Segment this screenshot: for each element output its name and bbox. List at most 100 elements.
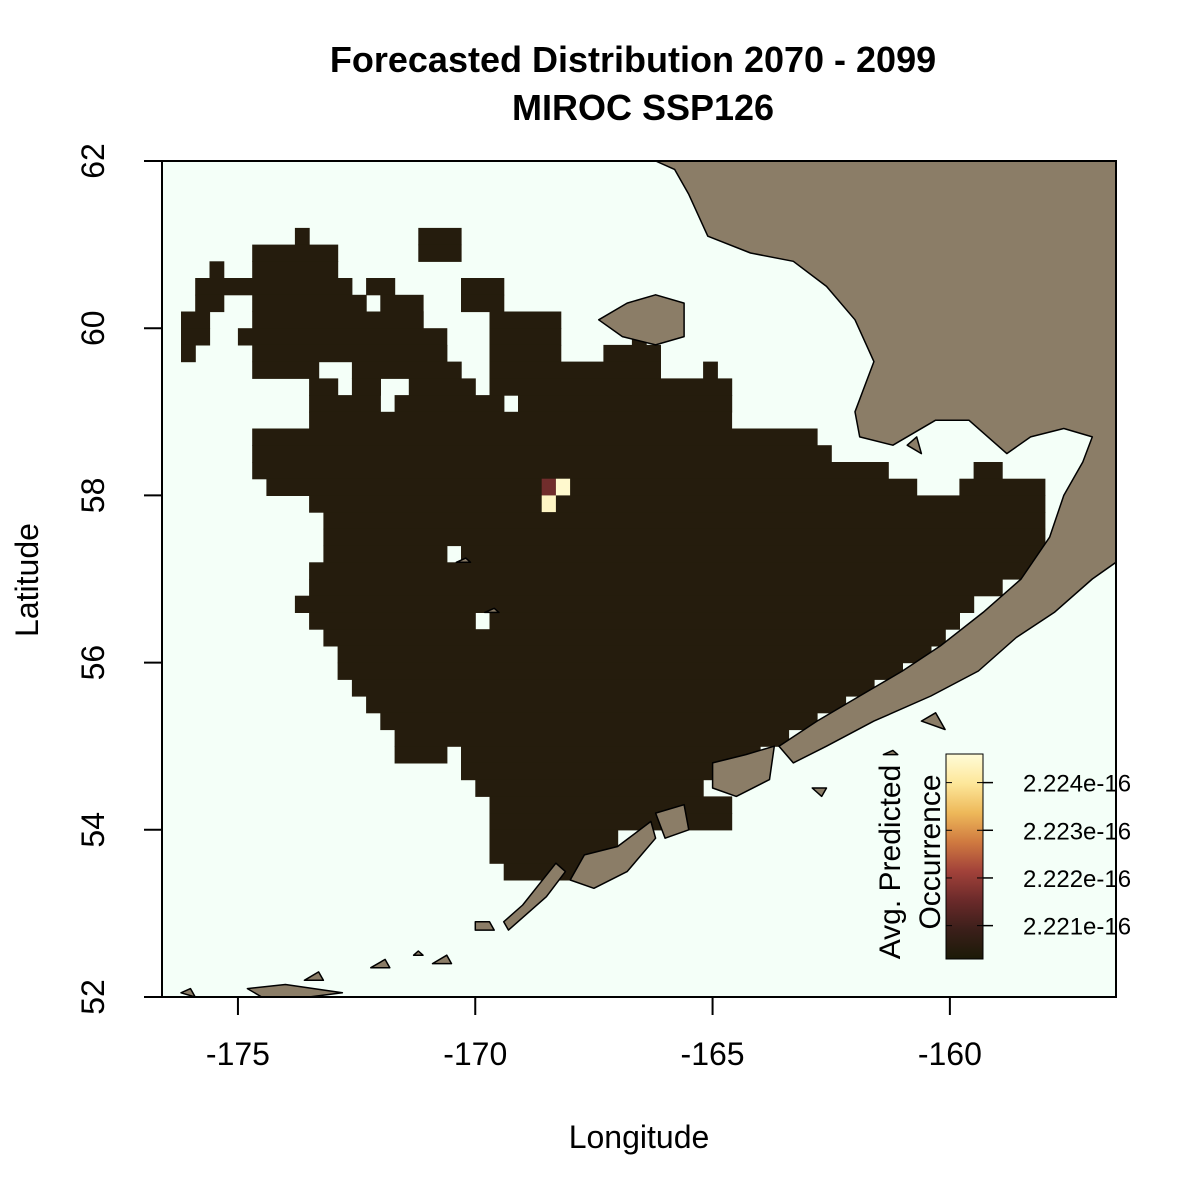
grid-cell-span	[181, 328, 211, 346]
grid-cell-span	[252, 344, 448, 363]
grid-cell-span	[418, 244, 462, 262]
grid-cell-span	[195, 278, 353, 296]
grid-cell-span	[489, 344, 562, 363]
semidi-islands	[882, 749, 899, 756]
x-axis: -175 -170 -165 -160	[206, 996, 982, 1072]
grid-cell-span	[408, 378, 476, 396]
grid-cell-span	[237, 328, 448, 346]
legend-color-bar	[945, 753, 984, 960]
grid-cell-span	[309, 495, 1046, 513]
islands-of-four-mountains	[474, 921, 495, 931]
y-axis: 52 54 56 58 60 62	[75, 143, 163, 1015]
land-layer	[180, 161, 1116, 997]
grid-cell-span	[461, 762, 733, 781]
y-tick-label: 58	[75, 478, 111, 514]
plot-area	[161, 160, 1117, 998]
grid-cell-span	[323, 629, 946, 647]
grid-cell-span	[252, 311, 424, 329]
grid-cell-span	[489, 311, 562, 329]
grid-cell-span	[475, 779, 704, 797]
grid-cell-span	[703, 361, 718, 379]
grid-cell-span	[380, 294, 424, 313]
grid-cell-span	[309, 562, 1032, 580]
grid-cell-span	[394, 395, 505, 413]
grid-cell-span	[489, 813, 733, 831]
x-tick-label: -175	[206, 1036, 270, 1072]
grid-cell-span	[294, 595, 975, 613]
grid-cell-span	[181, 344, 196, 363]
legend: 2.224e-16 2.223e-16 2.222e-16 2.221e-16 Avg…	[874, 753, 1131, 960]
unalaska-island	[569, 820, 657, 890]
grid-cell-span	[351, 361, 462, 379]
grid-cell-span	[337, 645, 932, 664]
pribilof-st-paul	[455, 557, 472, 564]
legend-tick-label: 2.223e-16	[1023, 818, 1131, 845]
hagemeister-island	[906, 436, 923, 455]
grid-cell-span	[323, 545, 448, 563]
grid-cell-span	[418, 227, 462, 246]
chart-title-line2: MIROC SSP126	[512, 87, 774, 128]
grid-cell-span	[252, 445, 832, 463]
grid-cell-span	[252, 261, 339, 279]
y-axis-label: Latitude	[9, 523, 45, 637]
grid-cell-span	[489, 612, 960, 630]
unimak-island	[711, 745, 776, 798]
grid-cell-span	[266, 478, 918, 496]
grid-cell-span	[489, 829, 619, 848]
grid-cell-span	[195, 294, 225, 313]
amukta-island	[412, 950, 424, 956]
grid-cell-span	[309, 579, 1003, 597]
grid-cell-span	[518, 395, 733, 413]
grid-cell-span	[309, 411, 733, 430]
grid-cell-anomaly	[541, 478, 556, 496]
legend-tick-label: 2.224e-16	[1023, 771, 1131, 798]
chart-title-line1: Forecasted Distribution 2070 - 2099	[330, 39, 936, 80]
shumagin-islands	[920, 712, 946, 731]
grid-cell-span	[351, 378, 381, 396]
pribilof-st-george	[483, 607, 500, 614]
legend-tick-label: 2.222e-16	[1023, 866, 1131, 893]
grid-cell-span	[461, 294, 505, 313]
grid-cell-span	[461, 746, 761, 764]
grid-cell-span	[337, 662, 904, 680]
atka-island	[246, 983, 344, 997]
grid-cell-span	[294, 227, 310, 246]
grid-cell-span	[252, 294, 367, 313]
x-axis-label: Longitude	[569, 1119, 710, 1155]
y-tick-label: 56	[75, 645, 111, 681]
y-tick-label: 60	[75, 310, 111, 346]
grid-cell-span	[309, 395, 381, 413]
grid-cell-span	[366, 696, 847, 714]
legend-title-line2: Occurrence	[914, 774, 947, 929]
grid-cell-span	[959, 478, 1046, 496]
grid-cell-span	[309, 612, 476, 630]
amlia-island	[303, 971, 325, 982]
y-tick-label: 54	[75, 812, 111, 848]
grid-cell-span	[209, 261, 225, 279]
grid-cell-span	[252, 244, 339, 262]
grid-cell-span	[603, 344, 661, 363]
grid-cell-anomaly	[541, 495, 556, 513]
grid-cell-span	[181, 311, 211, 329]
yunaska-island	[370, 958, 391, 969]
occurrence-grid	[181, 227, 1046, 881]
grid-cell-span	[489, 796, 733, 814]
grid-cell-span	[489, 378, 733, 396]
grid-cell-span	[380, 712, 818, 731]
umnak-island	[502, 862, 567, 931]
sanak-islands	[811, 787, 828, 798]
x-tick-label: -160	[918, 1036, 982, 1072]
legend-tick-label: 2.221e-16	[1023, 914, 1131, 941]
y-tick-label: 62	[75, 143, 111, 179]
grid-cell-span	[461, 545, 1046, 563]
grid-cell-span	[323, 512, 1046, 530]
grid-cell-span	[973, 462, 1003, 480]
legend-ticks: 2.224e-16 2.223e-16 2.222e-16 2.221e-16	[946, 771, 1131, 941]
grid-cell-span	[252, 462, 889, 480]
nunivak-island	[597, 294, 685, 346]
grid-cell-span	[351, 679, 875, 697]
x-tick-label: -165	[681, 1036, 745, 1072]
grid-cell-span	[323, 528, 1046, 547]
alaska-mainland	[654, 161, 1116, 764]
